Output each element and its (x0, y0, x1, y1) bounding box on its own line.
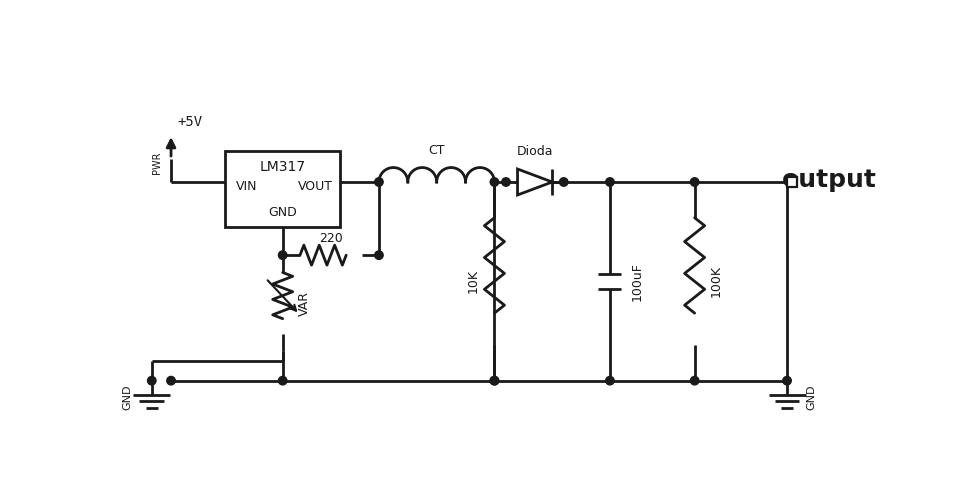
Text: Dioda: Dioda (516, 145, 553, 158)
Circle shape (375, 178, 382, 186)
Circle shape (782, 376, 790, 385)
Circle shape (689, 178, 698, 186)
Text: LM317: LM317 (259, 160, 305, 174)
Text: output: output (781, 169, 876, 193)
Circle shape (558, 178, 567, 186)
Text: 10K: 10K (466, 270, 479, 294)
Text: CT: CT (428, 144, 444, 157)
Text: GND: GND (122, 385, 132, 410)
Circle shape (605, 178, 613, 186)
Circle shape (689, 376, 698, 385)
Text: VIN: VIN (236, 180, 257, 193)
Circle shape (490, 376, 498, 385)
Text: 100K: 100K (709, 265, 722, 297)
Bar (225, 151, 340, 227)
Polygon shape (517, 169, 552, 195)
Text: PWR: PWR (152, 151, 162, 174)
Text: VAR: VAR (297, 291, 310, 316)
Circle shape (278, 251, 287, 259)
Text: GND: GND (268, 206, 296, 220)
Circle shape (490, 178, 498, 186)
Text: 220: 220 (319, 232, 342, 245)
Bar (786, 176, 796, 187)
Circle shape (278, 376, 287, 385)
Circle shape (490, 376, 498, 385)
Text: +5V: +5V (177, 115, 202, 129)
Text: 100uF: 100uF (631, 262, 644, 301)
Text: VOUT: VOUT (298, 180, 333, 193)
Circle shape (148, 376, 156, 385)
Circle shape (502, 178, 510, 186)
Circle shape (375, 251, 382, 259)
Circle shape (605, 376, 613, 385)
Circle shape (166, 376, 175, 385)
Text: GND: GND (806, 385, 816, 410)
